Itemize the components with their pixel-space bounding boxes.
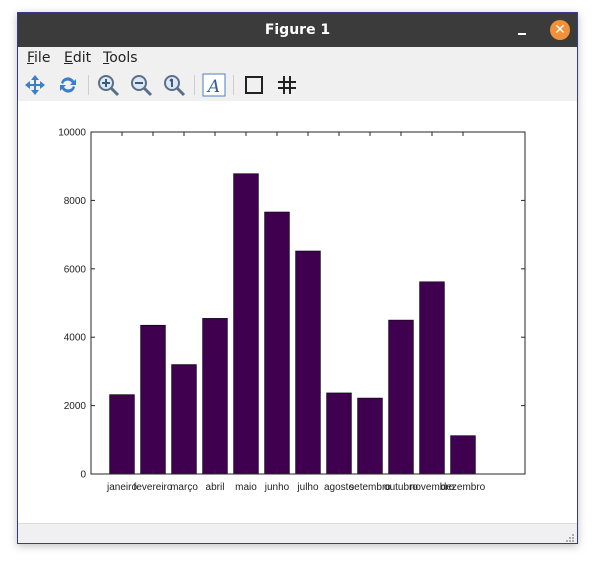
x-tick-label: junho xyxy=(264,482,290,493)
title-bar[interactable]: Figure 1 ✕ xyxy=(18,13,577,47)
bar xyxy=(357,397,383,475)
autoscale-button[interactable] xyxy=(56,73,80,97)
zoom-out-button[interactable] xyxy=(129,73,153,97)
toolbar-separator xyxy=(88,75,89,95)
text-button[interactable]: A xyxy=(202,73,226,97)
zoom-reset-button[interactable] xyxy=(162,73,186,97)
toolbar-separator xyxy=(233,75,234,95)
menu-file-label: ile xyxy=(34,50,51,66)
bar xyxy=(264,211,290,475)
bar xyxy=(419,281,445,475)
x-tick-label: abril xyxy=(206,482,225,493)
toolbar-separator xyxy=(194,75,195,95)
minimize-button[interactable] xyxy=(514,22,532,40)
y-tick-label: 6000 xyxy=(64,264,87,275)
box-button[interactable] xyxy=(242,73,266,97)
pan-icon xyxy=(25,75,45,95)
menu-tools-mnemonic: T xyxy=(103,50,110,66)
menu-file[interactable]: File xyxy=(27,50,50,66)
y-tick-label: 8000 xyxy=(64,196,87,207)
y-tick-label: 0 xyxy=(80,470,86,481)
zoom-in-button[interactable] xyxy=(96,73,120,97)
svg-text:A: A xyxy=(206,77,220,97)
bar xyxy=(140,324,166,475)
bar xyxy=(202,318,228,475)
x-tick-label: novembro xyxy=(410,482,455,493)
plot-area[interactable]: 0 2000 4000 6000 8000 10000 janeiro fevereiro ma… xyxy=(18,101,577,521)
box-icon xyxy=(245,76,263,94)
resize-grip-icon[interactable] xyxy=(565,533,575,543)
menu-edit-label: dit xyxy=(72,50,92,66)
toolbar: A xyxy=(18,69,577,101)
menu-file-mnemonic: F xyxy=(27,50,35,66)
bar xyxy=(326,392,352,475)
x-tick-label: maio xyxy=(235,482,257,493)
x-tick-label: setembro xyxy=(349,482,391,493)
x-tick-label: dezembro xyxy=(441,482,486,493)
window-title: Figure 1 xyxy=(264,22,331,38)
x-tick-label: fevereiro xyxy=(134,482,173,493)
x-tick-label: agosto xyxy=(324,482,354,493)
pan-button[interactable] xyxy=(23,73,47,97)
bar-chart: 0200040006000800010000janeirofevereiroma… xyxy=(58,128,526,493)
bar xyxy=(171,364,197,475)
menu-edit[interactable]: Edit xyxy=(64,50,91,66)
close-button[interactable]: ✕ xyxy=(550,20,570,40)
y-tick-label: 4000 xyxy=(64,333,87,344)
menu-tools[interactable]: Tools xyxy=(103,50,138,66)
autoscale-icon xyxy=(60,77,76,93)
bar xyxy=(295,250,321,475)
menu-edit-mnemonic: E xyxy=(64,50,73,66)
bar xyxy=(109,394,135,475)
close-icon: ✕ xyxy=(554,22,566,38)
menu-bar: File Edit Tools xyxy=(18,47,577,69)
zoom-reset-icon xyxy=(164,75,186,97)
x-tick-label: janeiro xyxy=(106,482,137,493)
bar xyxy=(233,173,259,475)
zoom-in-icon xyxy=(98,75,120,97)
x-tick-label: julho xyxy=(296,482,319,493)
status-bar xyxy=(18,523,577,543)
y-tick-label: 2000 xyxy=(64,401,87,412)
menu-tools-label: ools xyxy=(109,50,138,66)
grid-button[interactable] xyxy=(275,73,299,97)
bar xyxy=(450,435,476,475)
x-tick-label: outubro xyxy=(384,482,418,493)
zoom-out-icon xyxy=(131,75,153,97)
x-tick-label: março xyxy=(170,482,198,493)
y-tick-label: 10000 xyxy=(58,128,86,139)
grid-icon xyxy=(278,76,296,94)
figure-window: Figure 1 ✕ File Edit Tools xyxy=(17,12,578,544)
bar xyxy=(388,319,414,475)
text-icon: A xyxy=(202,73,226,97)
